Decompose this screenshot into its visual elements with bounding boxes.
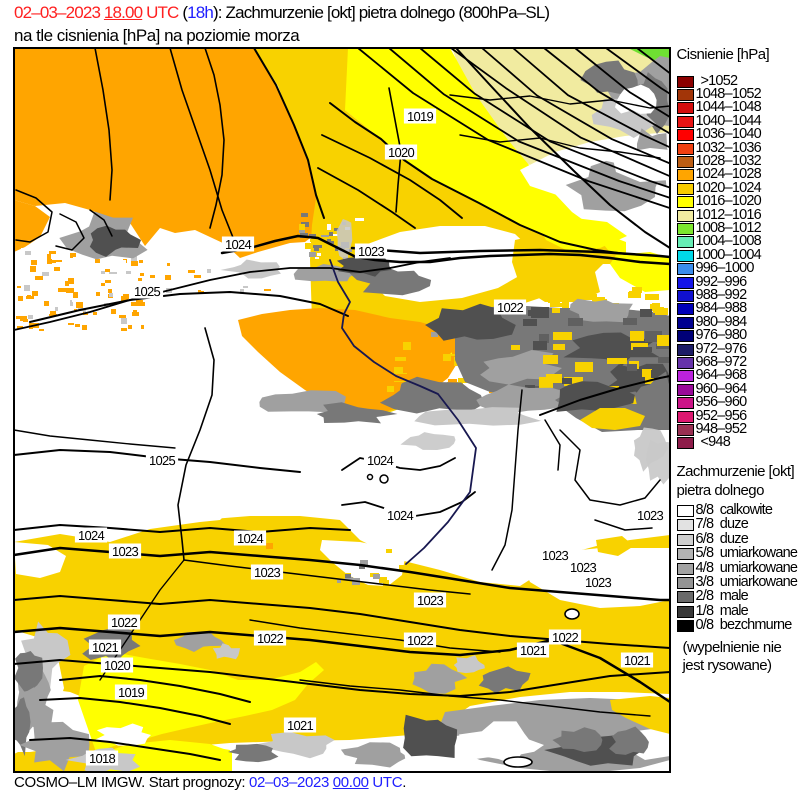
svg-text:1019: 1019: [407, 109, 434, 124]
svg-text:1023: 1023: [417, 593, 444, 608]
svg-text:1025: 1025: [134, 284, 161, 299]
svg-text:1023: 1023: [542, 548, 569, 563]
svg-text:1018: 1018: [89, 751, 116, 766]
svg-text:1021: 1021: [624, 653, 651, 668]
svg-text:1024: 1024: [78, 528, 105, 543]
svg-text:1023: 1023: [254, 565, 281, 580]
svg-text:1020: 1020: [104, 658, 131, 673]
svg-text:1020: 1020: [388, 145, 415, 160]
svg-text:1023: 1023: [570, 560, 597, 575]
svg-text:1021: 1021: [520, 643, 547, 658]
svg-text:1024: 1024: [387, 508, 414, 523]
svg-text:1022: 1022: [257, 631, 284, 646]
svg-text:1024: 1024: [367, 453, 394, 468]
svg-text:1021: 1021: [92, 640, 119, 655]
svg-text:1024: 1024: [237, 531, 264, 546]
svg-text:1023: 1023: [112, 544, 139, 559]
svg-text:1023: 1023: [637, 508, 664, 523]
svg-text:1022: 1022: [497, 300, 524, 315]
svg-text:1023: 1023: [585, 575, 612, 590]
svg-text:1019: 1019: [118, 685, 145, 700]
svg-text:1021: 1021: [287, 718, 314, 733]
svg-text:1023: 1023: [358, 244, 385, 259]
svg-text:1024: 1024: [225, 237, 252, 252]
svg-text:1022: 1022: [407, 633, 434, 648]
svg-text:1022: 1022: [111, 615, 138, 630]
svg-text:1025: 1025: [149, 453, 176, 468]
svg-text:1022: 1022: [552, 630, 579, 645]
